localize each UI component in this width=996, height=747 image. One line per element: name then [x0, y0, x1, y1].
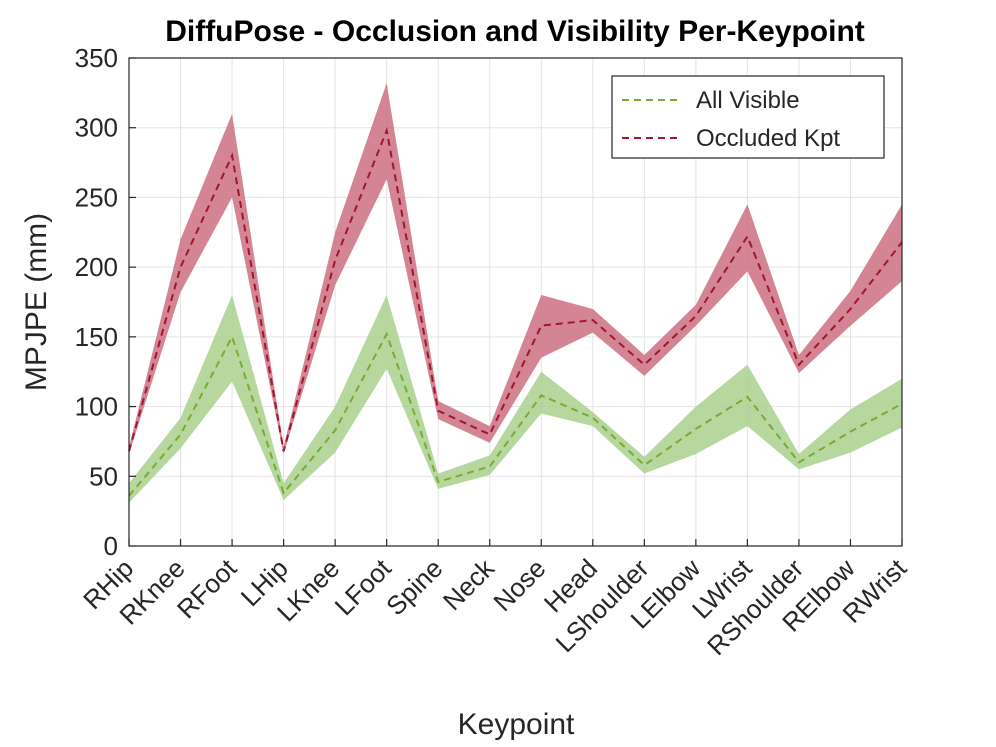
- y-tick-label: 0: [104, 531, 118, 561]
- legend-label: Occluded Kpt: [696, 125, 840, 152]
- y-tick-label: 200: [75, 252, 118, 282]
- series-lines: [128, 126, 903, 497]
- legend-label: All Visible: [696, 87, 800, 114]
- x-tick-label: LFoot: [329, 552, 398, 621]
- x-axis-label: Keypoint: [458, 708, 575, 741]
- legend: All Visible Occluded Kpt: [611, 75, 885, 159]
- x-tick-label: Neck: [437, 552, 501, 616]
- y-axis-label: MPJPE (mm): [20, 213, 53, 391]
- x-tick-label: Nose: [487, 553, 551, 617]
- y-tick-label: 100: [75, 392, 118, 422]
- band-all-visible: [129, 295, 902, 503]
- x-tick-label: Spine: [380, 553, 448, 621]
- line-occluded-kpt: [128, 126, 903, 452]
- x-tick-label: RFoot: [171, 552, 243, 624]
- y-tick-label: 300: [75, 113, 118, 143]
- line-all-visible: [128, 331, 903, 497]
- y-tick-labels: 0 50 100 150 200 250 300 350: [75, 43, 118, 561]
- y-tick-label: 50: [89, 461, 118, 491]
- band-occluded-kpt: [129, 83, 902, 454]
- legend-box: [611, 75, 885, 159]
- y-tick-label: 150: [75, 322, 118, 352]
- axes: [128, 57, 903, 547]
- y-tick-label: 250: [75, 182, 118, 212]
- x-tick-labels: RHipRKneeRFootLHipLKneeLFootSpineNeckNos…: [77, 552, 913, 661]
- plot-frame: [128, 57, 903, 547]
- y-tick-label: 350: [75, 43, 118, 73]
- confidence-bands: [129, 83, 902, 503]
- chart-title: DiffuPose - Occlusion and Visibility Per…: [165, 15, 865, 48]
